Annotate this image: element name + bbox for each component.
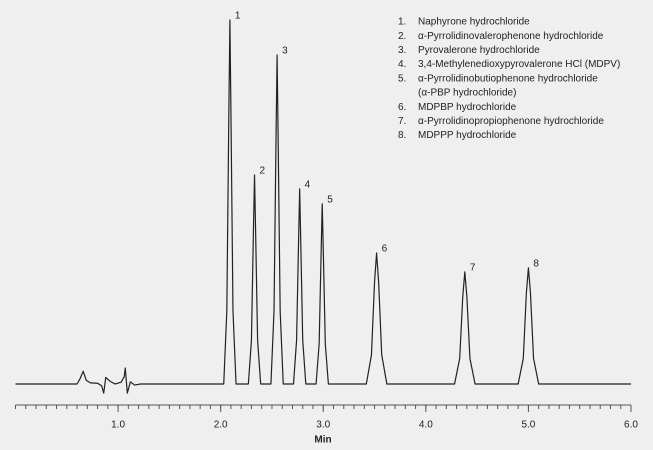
legend-name: α-Pyrrolidinopropiophenone hydrochloride: [418, 116, 604, 127]
peak-label: 8: [533, 259, 539, 270]
legend-number: 2.: [398, 31, 406, 42]
legend-name: MDPBP hydrochloride: [418, 102, 517, 113]
peak-label: 6: [382, 244, 388, 255]
x-tick-label: 3.0: [316, 420, 330, 431]
x-tick-label: 4.0: [419, 420, 433, 431]
peak-label: 3: [282, 46, 288, 57]
chromatogram-trace: [15, 19, 631, 394]
legend-number: 1.: [398, 17, 406, 28]
legend-name: MDPPP hydrochloride: [418, 130, 517, 141]
peak-label: 7: [470, 263, 476, 274]
legend-number: 3.: [398, 45, 406, 56]
x-tick-label: 5.0: [521, 420, 535, 431]
legend-number: 7.: [398, 116, 406, 127]
peak-label: 1: [235, 11, 241, 22]
peak-label: 5: [327, 194, 333, 205]
legend-number: 5.: [398, 73, 406, 84]
legend-name: Naphyrone hydrochloride: [418, 17, 530, 28]
peak-label: 2: [260, 166, 266, 177]
peak-label: 4: [305, 180, 311, 191]
legend-number: 6.: [398, 102, 406, 113]
x-tick-label: 6.0: [624, 420, 638, 431]
legend-name: α-Pyrrolidinobutiophenone hydrochloride: [418, 73, 598, 84]
legend-note: (α-PBP hydrochloride): [418, 88, 516, 99]
x-axis-label: Min: [314, 435, 331, 446]
x-tick-label: 1.0: [111, 420, 125, 431]
legend-name: α-Pyrrolidinovalerophenone hydrochloride: [418, 31, 604, 42]
x-tick-label: 2.0: [214, 420, 228, 431]
legend-number: 4.: [398, 59, 406, 70]
legend-number: 8.: [398, 130, 406, 141]
legend-name: Pyrovalerone hydrochloride: [418, 45, 540, 56]
legend-name: 3,4-Methylenedioxypyrovalerone HCl (MDPV…: [418, 59, 620, 70]
